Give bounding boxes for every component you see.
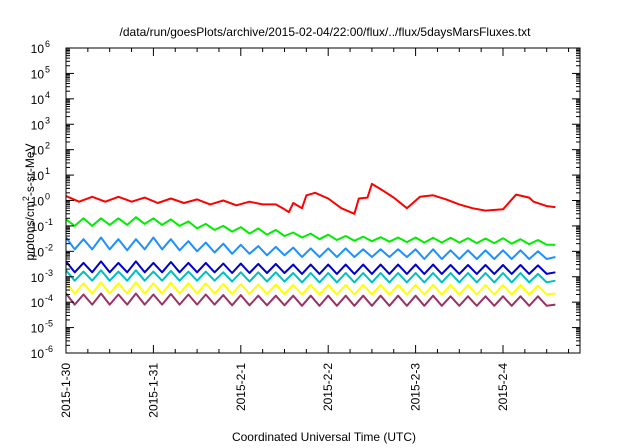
y-tick-label: 10 xyxy=(31,220,45,234)
y-tick-exponent: 4 xyxy=(45,90,50,100)
x-tick-label: 2015-2-4 xyxy=(496,363,510,411)
y-axis-label-suffix: -s-sr-MeV xyxy=(23,143,37,196)
series-line-1 xyxy=(66,182,556,215)
y-tick-exponent: -2 xyxy=(45,242,53,252)
y-tick-exponent: -3 xyxy=(45,268,53,278)
y-tick-label: 10 xyxy=(31,271,45,285)
y-tick-exponent: -4 xyxy=(45,293,53,303)
plot-frame xyxy=(65,47,581,354)
series-line-4 xyxy=(66,260,556,275)
y-tick-label: 10 xyxy=(31,322,45,336)
y-tick-exponent: -5 xyxy=(45,319,53,329)
x-tick-label: 2015-2-1 xyxy=(234,363,248,411)
y-tick-exponent: 5 xyxy=(45,64,50,74)
y-tick-exponent: 1 xyxy=(45,166,50,176)
y-axis-label: protons/cm2-s-sr-MeV xyxy=(21,143,37,260)
y-tick-exponent: 0 xyxy=(45,192,50,202)
x-tick-label: 2015-1-30 xyxy=(59,363,73,418)
y-tick-label: 10 xyxy=(31,67,45,81)
y-tick-label: 10 xyxy=(31,118,45,132)
y-tick-label: 10 xyxy=(31,144,45,158)
y-tick-label: 10 xyxy=(31,245,45,259)
y-tick-exponent: 6 xyxy=(45,39,50,49)
y-tick-label: 10 xyxy=(31,296,45,310)
series-line-5 xyxy=(66,269,556,284)
series-layer xyxy=(66,182,556,307)
y-axis-label-superscript: 2 xyxy=(21,196,31,201)
y-tick-exponent: -6 xyxy=(45,344,53,354)
series-line-2 xyxy=(66,216,556,246)
x-tick-label: 2015-1-31 xyxy=(146,363,160,418)
x-tick-label: 2015-2-2 xyxy=(321,363,335,411)
y-tick-label: 10 xyxy=(31,42,45,56)
y-tick-exponent: -1 xyxy=(45,217,53,227)
y-tick-label: 10 xyxy=(31,347,45,361)
y-tick-exponent: 2 xyxy=(45,141,50,151)
series-line-6 xyxy=(66,281,556,296)
chart-title: /data/run/goesPlots/archive/2015-02-04/2… xyxy=(120,25,532,39)
x-axis-label: Coordinated Universal Time (UTC) xyxy=(232,430,416,444)
y-tick-label: 10 xyxy=(31,169,45,183)
y-tick-label: 10 xyxy=(31,93,45,107)
y-axis-label-main: protons/cm xyxy=(23,201,37,260)
series-line-3 xyxy=(66,236,556,260)
axis-layer: 10 -610 -510 -410 -310 -210 -110 010 110 210 310 41… xyxy=(31,39,580,418)
y-tick-label: 10 xyxy=(31,195,45,209)
x-tick-label: 2015-2-3 xyxy=(409,363,423,411)
y-tick-exponent: 3 xyxy=(45,115,50,125)
series-line-7 xyxy=(66,292,556,307)
